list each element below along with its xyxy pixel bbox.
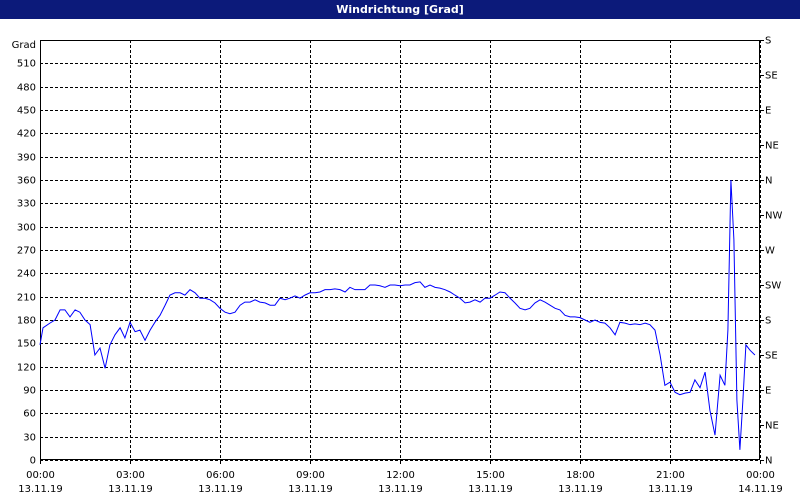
y-tick-label: 360 [17, 176, 36, 187]
x-tick-date: 13.11.19 [648, 484, 693, 495]
y-tick-label: 420 [17, 129, 36, 140]
y-tick-label: 480 [17, 83, 36, 94]
y-tick-label: 240 [17, 269, 36, 280]
x-tick-date: 13.11.19 [18, 484, 63, 495]
x-tick-label: 12:00 [386, 470, 415, 481]
x-tick-label: 15:00 [476, 470, 505, 481]
y-tick-label: 0 [30, 456, 36, 467]
y-tick-label: 120 [17, 363, 36, 374]
y-tick-label: 510 [17, 59, 36, 70]
y-axis-label: Grad [12, 40, 36, 51]
y2-tick-label: SE [765, 351, 778, 362]
y-tick-label: 390 [17, 153, 36, 164]
x-tick-label: 06:00 [206, 470, 235, 481]
y-tick-label: 60 [23, 409, 36, 420]
y2-tick-label: E [765, 106, 771, 117]
y2-tick-label: NE [765, 421, 779, 432]
y-tick-label: 150 [17, 339, 36, 350]
x-tick-label: 21:00 [656, 470, 685, 481]
y2-tick-label: S [765, 36, 771, 47]
x-tick-date: 14.11.19 [738, 484, 783, 495]
x-tick-date: 13.11.19 [378, 484, 423, 495]
y-tick-label: 300 [17, 223, 36, 234]
x-tick-date: 13.11.19 [558, 484, 603, 495]
plot-border [40, 40, 760, 460]
y-tick-label: 90 [23, 386, 36, 397]
x-tick-date: 13.11.19 [108, 484, 153, 495]
y-tick-label: 270 [17, 246, 36, 257]
y2-tick-label: NW [765, 211, 782, 222]
title-bar [0, 0, 800, 19]
y2-tick-label: SW [765, 281, 781, 292]
x-tick-date: 13.11.19 [468, 484, 513, 495]
y2-tick-label: N [765, 176, 772, 187]
y-tick-label: 30 [23, 433, 36, 444]
x-tick-label: 18:00 [566, 470, 595, 481]
chart-title: Windrichtung [Grad] [336, 3, 464, 16]
y2-tick-label: E [765, 386, 771, 397]
x-tick-label: 09:00 [296, 470, 325, 481]
y2-tick-label: N [765, 456, 772, 467]
x-tick-date: 13.11.19 [198, 484, 243, 495]
y2-tick-label: S [765, 316, 771, 327]
y-tick-label: 450 [17, 106, 36, 117]
y2-tick-label: W [765, 246, 775, 257]
data-line [39, 179, 756, 450]
x-tick-label: 00:00 [746, 470, 775, 481]
y2-tick-label: SE [765, 71, 778, 82]
x-tick-date: 13.11.19 [288, 484, 333, 495]
y-tick-label: 330 [17, 199, 36, 210]
y-tick-label: 210 [17, 293, 36, 304]
x-tick-label: 03:00 [116, 470, 145, 481]
y-tick-label: 180 [17, 316, 36, 327]
y2-tick-label: NE [765, 141, 779, 152]
x-tick-label: 00:00 [26, 470, 55, 481]
